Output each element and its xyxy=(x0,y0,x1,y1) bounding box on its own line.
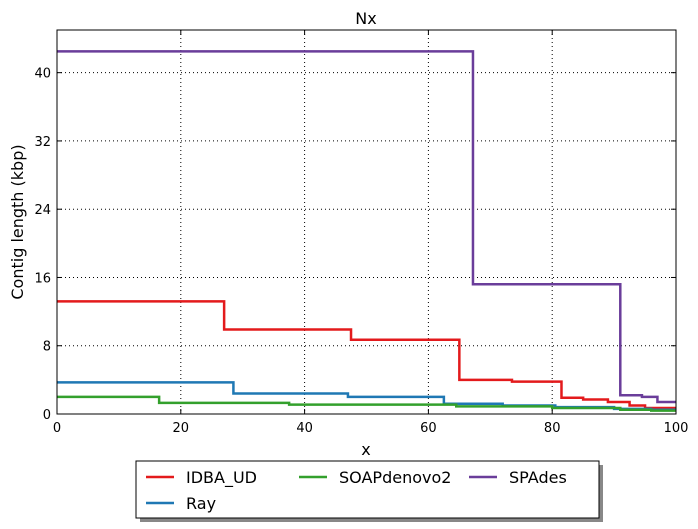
series-lines xyxy=(57,50,676,412)
grid-lines xyxy=(57,30,676,414)
series-line-idba-ud xyxy=(57,300,676,410)
chart-title: Nx xyxy=(355,9,376,28)
x-tick-label: 0 xyxy=(53,421,61,436)
plot-area xyxy=(57,30,676,414)
x-tick-label: 80 xyxy=(544,421,561,436)
y-tick-label: 40 xyxy=(34,67,51,82)
x-tick-label: 60 xyxy=(420,421,437,436)
x-axis-label: x xyxy=(361,440,370,459)
x-tick-label: 40 xyxy=(296,421,313,436)
legend-label-idba-ud: IDBA_UD xyxy=(186,468,257,488)
y-axis-label: Contig length (kbp) xyxy=(8,144,27,299)
y-tick-label: 16 xyxy=(34,271,51,286)
x-tick-label: 100 xyxy=(664,421,689,436)
legend-box xyxy=(135,460,600,519)
series-line-soapdenovo2 xyxy=(57,395,676,412)
plot-frame xyxy=(56,29,677,415)
legend-label-ray: Ray xyxy=(186,494,216,513)
legend-label-soapdenovo2: SOAPdenovo2 xyxy=(339,468,451,487)
axis-ticks: 0 20 40 60 80 100 0 8 16 24 32 40 xyxy=(34,30,688,436)
y-tick-label: 8 xyxy=(43,340,51,355)
y-tick-label: 24 xyxy=(34,203,51,218)
y-tick-label: 32 xyxy=(34,135,51,150)
legend: IDBA_UD Ray SOAPdenovo2 SPAdes xyxy=(135,460,603,522)
legend-label-spades: SPAdes xyxy=(509,468,567,487)
y-tick-label: 0 xyxy=(43,408,51,423)
x-tick-label: 20 xyxy=(173,421,190,436)
series-line-spades xyxy=(57,50,676,404)
